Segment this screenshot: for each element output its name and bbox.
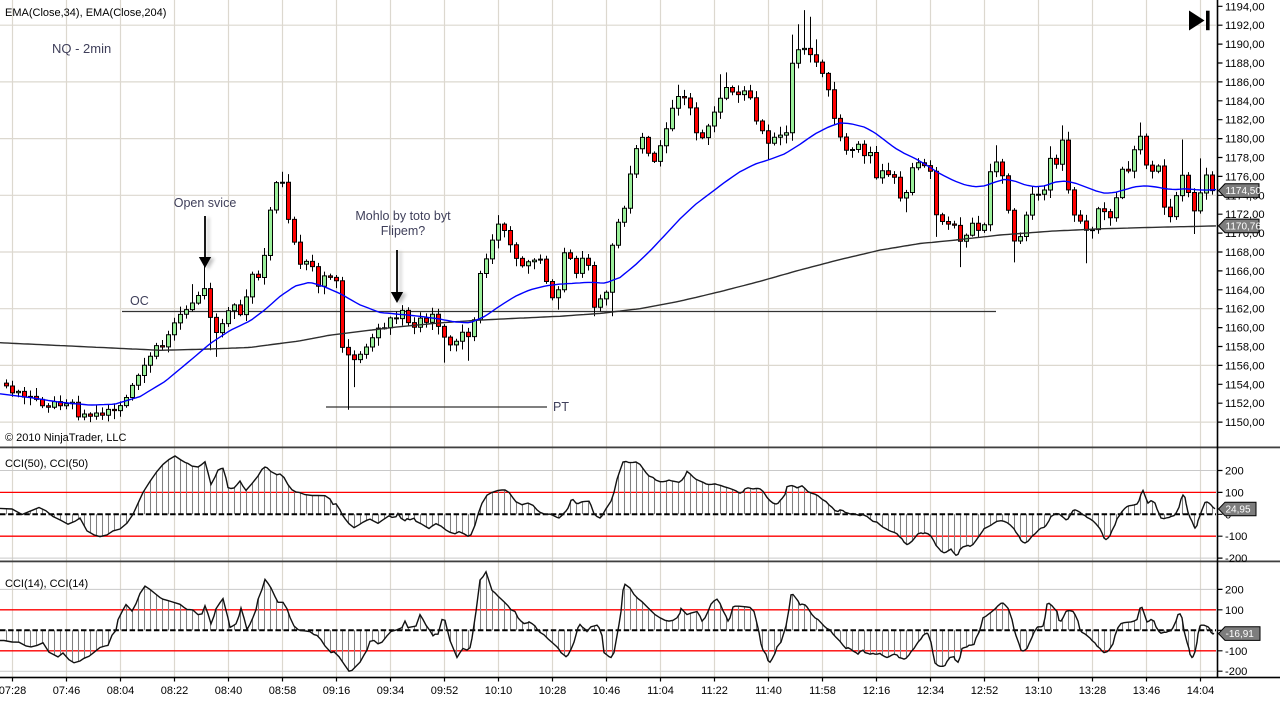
svg-text:09:52: 09:52	[431, 685, 459, 697]
svg-text:1166,00: 1166,00	[1225, 266, 1265, 278]
svg-text:1156,00: 1156,00	[1225, 360, 1265, 372]
svg-text:1152,00: 1152,00	[1225, 398, 1265, 410]
svg-text:1172,00: 1172,00	[1225, 209, 1265, 221]
svg-text:1162,00: 1162,00	[1225, 304, 1265, 316]
svg-text:CCI(14), CCI(14): CCI(14), CCI(14)	[5, 578, 88, 590]
svg-text:11:22: 11:22	[701, 685, 728, 697]
svg-text:100: 100	[1225, 487, 1244, 499]
svg-text:1180,00: 1180,00	[1225, 134, 1265, 146]
svg-text:1154,00: 1154,00	[1225, 379, 1265, 391]
svg-text:13:10: 13:10	[1025, 685, 1053, 697]
svg-text:08:58: 08:58	[269, 685, 297, 697]
svg-text:Flipem?: Flipem?	[381, 224, 426, 238]
svg-text:08:04: 08:04	[107, 685, 135, 697]
svg-text:-100: -100	[1225, 531, 1247, 543]
svg-text:12:16: 12:16	[863, 685, 891, 697]
svg-text:10:46: 10:46	[593, 685, 621, 697]
svg-text:-100: -100	[1225, 646, 1247, 658]
svg-text:14:04: 14:04	[1187, 685, 1215, 697]
svg-text:1168,00: 1168,00	[1225, 247, 1265, 259]
svg-text:1160,00: 1160,00	[1225, 323, 1265, 335]
svg-text:1182,00: 1182,00	[1225, 115, 1265, 127]
svg-text:NQ - 2min: NQ - 2min	[52, 41, 111, 56]
svg-text:07:28: 07:28	[0, 685, 26, 697]
svg-text:1158,00: 1158,00	[1225, 342, 1265, 354]
svg-text:09:16: 09:16	[323, 685, 351, 697]
svg-text:07:46: 07:46	[53, 685, 81, 697]
svg-text:10:28: 10:28	[539, 685, 567, 697]
svg-text:1150,00: 1150,00	[1225, 417, 1265, 429]
svg-text:CCI(50), CCI(50): CCI(50), CCI(50)	[5, 458, 88, 470]
svg-text:-200: -200	[1225, 553, 1247, 565]
svg-text:1184,00: 1184,00	[1225, 96, 1265, 108]
svg-text:13:46: 13:46	[1133, 685, 1161, 697]
svg-text:1188,00: 1188,00	[1225, 58, 1265, 70]
svg-text:-200: -200	[1225, 666, 1247, 678]
svg-text:11:04: 11:04	[647, 685, 674, 697]
svg-text:24,95: 24,95	[1226, 505, 1251, 516]
svg-text:-16,91: -16,91	[1226, 629, 1255, 640]
svg-text:Open svice: Open svice	[174, 196, 237, 210]
svg-text:08:22: 08:22	[161, 685, 189, 697]
svg-text:PT: PT	[553, 400, 569, 414]
svg-text:100: 100	[1225, 605, 1244, 617]
svg-text:1174,50: 1174,50	[1226, 186, 1262, 197]
svg-text:© 2010 NinjaTrader, LLC: © 2010 NinjaTrader, LLC	[5, 432, 126, 444]
svg-text:10:10: 10:10	[485, 685, 513, 697]
svg-text:200: 200	[1225, 584, 1244, 596]
svg-text:1192,00: 1192,00	[1225, 20, 1265, 32]
svg-text:1190,00: 1190,00	[1225, 39, 1265, 51]
svg-text:09:34: 09:34	[377, 685, 405, 697]
svg-text:1194,00: 1194,00	[1225, 1, 1265, 13]
svg-text:08:40: 08:40	[215, 685, 243, 697]
svg-text:11:58: 11:58	[809, 685, 836, 697]
svg-text:OC: OC	[130, 294, 149, 308]
svg-text:13:28: 13:28	[1079, 685, 1107, 697]
svg-text:1164,00: 1164,00	[1225, 285, 1265, 297]
svg-text:1176,00: 1176,00	[1225, 171, 1265, 183]
svg-text:200: 200	[1225, 466, 1244, 478]
svg-text:EMA(Close,34), EMA(Close,204): EMA(Close,34), EMA(Close,204)	[5, 7, 166, 19]
svg-text:Mohlo by toto byt: Mohlo by toto byt	[355, 209, 451, 223]
svg-text:12:52: 12:52	[971, 685, 999, 697]
svg-text:1170,76: 1170,76	[1226, 222, 1262, 233]
svg-text:1186,00: 1186,00	[1225, 77, 1265, 89]
svg-text:12:34: 12:34	[917, 685, 945, 697]
svg-text:1178,00: 1178,00	[1225, 153, 1265, 165]
svg-text:11:40: 11:40	[755, 685, 782, 697]
